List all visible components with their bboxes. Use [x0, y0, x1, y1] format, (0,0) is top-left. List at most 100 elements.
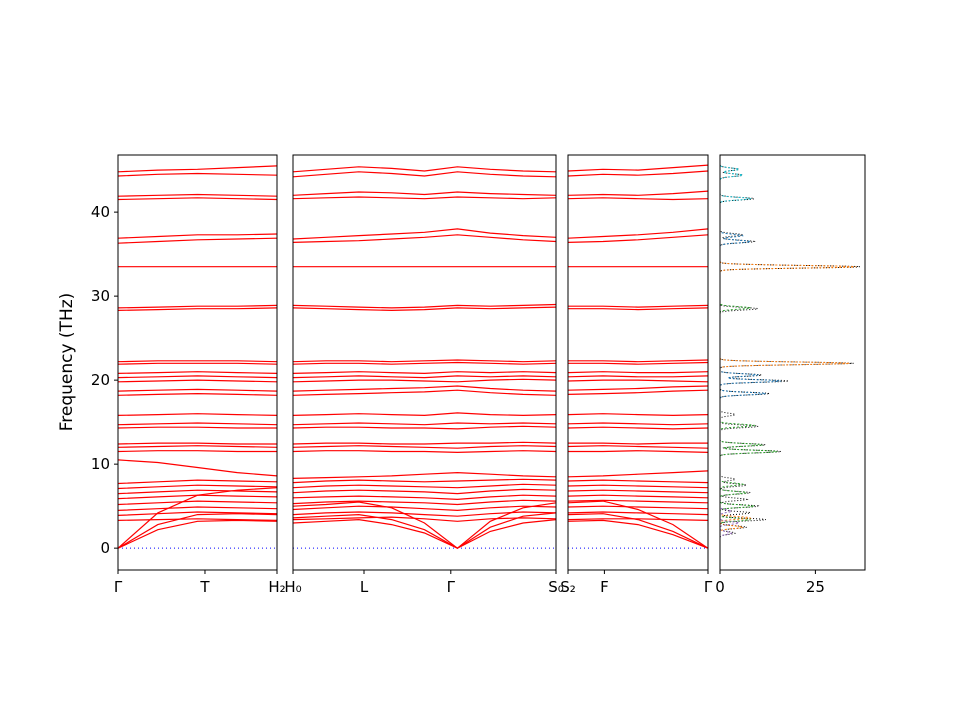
- x-tick-label: Γ: [447, 578, 456, 596]
- phonon-band: [117, 304, 278, 309]
- phonon-band: [117, 362, 278, 365]
- phonon-band: [567, 489, 709, 494]
- x-tick-label: T: [199, 578, 210, 596]
- phonon-band: [567, 385, 709, 391]
- phonon-band: [292, 234, 557, 243]
- phonon-band: [567, 375, 709, 378]
- x-tick-label: L: [360, 578, 369, 596]
- phonon-band: [292, 171, 557, 178]
- y-tick-label: 30: [91, 287, 110, 305]
- y-tick-label: 40: [91, 203, 110, 221]
- phonon-band: [292, 499, 557, 506]
- x-tick-label: H₀: [284, 578, 301, 596]
- phonon-band: [567, 499, 709, 504]
- phonon-band: [292, 425, 557, 430]
- phonon-band: [292, 378, 557, 383]
- x-tick-label: S₂: [560, 578, 576, 596]
- phonon-band: [567, 234, 709, 243]
- phonon-band: [567, 197, 709, 201]
- phonon-band: [568, 450, 709, 453]
- phonon-band: [292, 512, 557, 549]
- x-tick-label: Γ: [704, 578, 713, 596]
- phonon-band: [567, 518, 709, 521]
- phonon-band: [117, 422, 278, 426]
- phonon-band: [567, 228, 709, 239]
- phonon-band: [567, 519, 709, 549]
- phonon-band: [567, 445, 709, 449]
- axes-frame: [292, 154, 557, 571]
- phonon-band: [567, 494, 709, 499]
- phonon-band: [567, 484, 709, 489]
- phonon-band: [292, 505, 557, 512]
- phonon-band: [292, 196, 557, 200]
- phonon-band: [117, 426, 277, 429]
- y-tick-label: 0: [100, 539, 110, 557]
- phonon-band: [292, 422, 557, 426]
- phonon-band: [292, 483, 557, 489]
- phonon-band: [117, 193, 278, 197]
- phonon-band: [567, 379, 709, 383]
- phonon-band: [117, 360, 278, 363]
- pdos-curve-blue: [719, 155, 782, 570]
- phonon-band: [568, 361, 709, 365]
- phonon-band: [292, 228, 557, 240]
- phonon-band: [568, 307, 709, 311]
- phonon-band: [292, 371, 557, 375]
- phonon-band: [292, 441, 557, 445]
- phonon-band: [117, 445, 278, 448]
- axes-frame-dos: [719, 154, 866, 571]
- phonon-band: [292, 191, 557, 196]
- phonon-band: [292, 488, 557, 495]
- phonon-band: [117, 518, 278, 521]
- x-tick-label: 0: [715, 578, 725, 596]
- phonon-band: [117, 511, 278, 516]
- phonon-band: [117, 165, 278, 173]
- x-tick-label: Γ: [114, 578, 123, 596]
- y-tick-label: 20: [91, 371, 110, 389]
- phonon-band: [567, 479, 709, 484]
- phonon-band: [117, 233, 278, 239]
- phonon-band: [567, 422, 709, 426]
- phonon-band: [567, 500, 709, 549]
- phonon-band: [292, 166, 557, 173]
- phonon-band: [567, 371, 709, 374]
- phonon-band: [117, 392, 278, 396]
- phonon-band: [567, 164, 709, 172]
- phonon-band: [117, 172, 278, 177]
- phonon-band: [567, 170, 709, 177]
- phonon-band: [292, 359, 557, 363]
- phonon-band: [292, 361, 557, 365]
- x-tick-label: 25: [806, 578, 825, 596]
- phonon-band: [117, 237, 278, 244]
- y-tick-label: 10: [91, 455, 110, 473]
- phonon-band: [292, 478, 557, 484]
- y-axis-label: Frequency (THz): [57, 293, 77, 432]
- phonon-band: [117, 494, 278, 500]
- pdos-curve-green: [719, 155, 778, 570]
- phonon-band: [117, 484, 278, 490]
- phonon-band: [292, 494, 557, 501]
- phonon-band: [292, 303, 557, 309]
- phonon-band: [117, 307, 278, 311]
- phonon-band: [117, 450, 277, 453]
- phonon-band: [568, 442, 708, 445]
- phonon-band: [567, 413, 709, 417]
- phonon-band: [117, 459, 278, 477]
- phonon-band: [567, 426, 709, 430]
- phonon-band: [117, 379, 278, 383]
- phonon-band: [568, 304, 709, 308]
- phonon-band: [567, 505, 709, 510]
- phonon-band: [117, 413, 278, 416]
- phonon-band: [117, 519, 278, 549]
- phonon-band: [117, 506, 278, 511]
- phonon-band: [117, 197, 278, 201]
- phonon-band: [117, 442, 277, 445]
- phonon-band: [292, 516, 557, 522]
- phonon-band: [292, 412, 557, 417]
- axes-frame: [117, 154, 278, 571]
- phonon-band: [117, 513, 278, 549]
- phonon-band: [567, 470, 709, 478]
- phonon-band: [117, 375, 278, 379]
